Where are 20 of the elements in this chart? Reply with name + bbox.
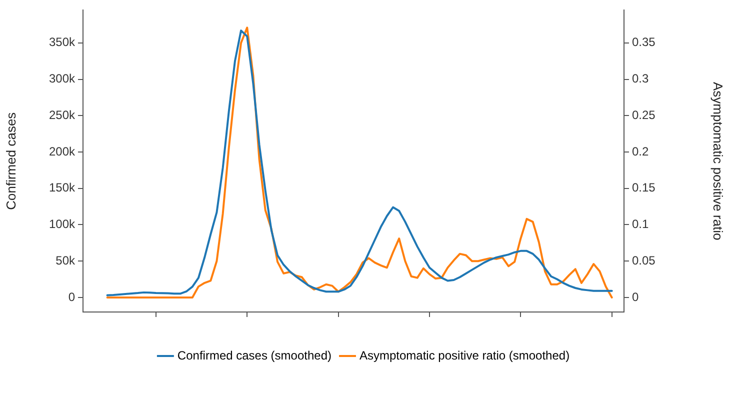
y2-tick-label: 0.15: [632, 180, 656, 195]
legend-label: Asymptomatic positive ratio (smoothed): [359, 348, 570, 362]
y2-tick-label: 0.25: [632, 108, 656, 122]
y2-tick-label: 0: [632, 290, 639, 304]
y-tick-label: 300k: [48, 72, 76, 86]
y2-tick-label: 0.2: [632, 144, 650, 158]
y-axis-title: Confirmed cases: [3, 112, 18, 210]
y2-axis-title: Asymptomatic positive ratio: [710, 82, 726, 240]
y2-tick-label: 0.05: [632, 253, 656, 268]
y2-tick-label: 0.3: [632, 72, 650, 86]
y-tick-label: 150k: [48, 180, 76, 195]
y2-tick-label: 0.35: [632, 35, 656, 50]
y-tick-label: 200k: [48, 144, 76, 158]
y-tick-label: 250k: [48, 108, 76, 122]
y-tick-label: 50k: [56, 253, 76, 268]
y-tick-label: 0: [68, 290, 76, 304]
legend-label: Confirmed cases (smoothed): [177, 348, 332, 362]
y-tick-label: 100k: [48, 217, 76, 232]
y-tick-label: 350k: [48, 35, 76, 50]
y2-tick-label: 0.1: [632, 217, 650, 232]
